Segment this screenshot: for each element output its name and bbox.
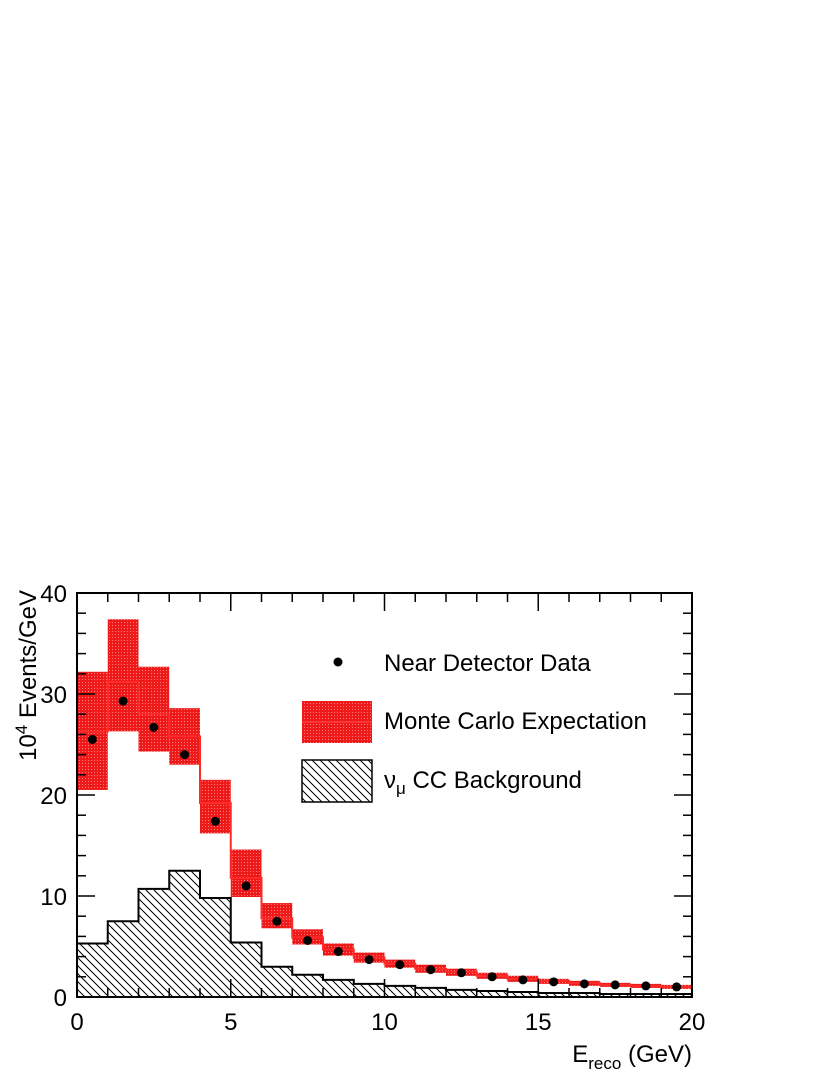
y-axis-label-rest: Events/GeV: [15, 590, 42, 725]
x-tick-label: 15: [525, 1009, 552, 1036]
mc-error-box: [138, 666, 170, 752]
x-tick-label: 20: [679, 1009, 706, 1036]
data-point: [610, 980, 620, 990]
axes: 0 5 10 15 20 0 10 20 30 40: [40, 581, 705, 1036]
data-point: [241, 881, 251, 891]
data-point: [395, 960, 405, 970]
x-axis-label-rest: (GeV): [621, 1041, 692, 1068]
data-point: [549, 977, 559, 987]
y-tick-label: 10: [40, 884, 67, 911]
data-point: [487, 972, 497, 982]
mc-error-box: [107, 619, 139, 732]
data-point: [118, 696, 128, 706]
legend-entry-data: Near Detector Data: [333, 650, 591, 677]
legend-background-swatch: [301, 759, 373, 803]
legend-background-rest: CC Background: [406, 767, 582, 794]
y-tick-label: 40: [40, 581, 67, 608]
x-axis-label-main: E: [572, 1041, 588, 1068]
data-point: [180, 750, 190, 760]
data-point: [518, 975, 528, 985]
legend-entry-mc: Monte Carlo Expectation: [302, 701, 647, 743]
y-axis-label: 104 Events/GeV: [12, 590, 42, 761]
legend-background-nu: ν: [384, 767, 396, 794]
data-point: [149, 722, 159, 732]
x-axis-label-sub: reco: [588, 1054, 621, 1073]
data-point: [456, 968, 466, 978]
data-point: [272, 916, 282, 926]
data-point: [333, 947, 343, 957]
y-tick-label: 0: [54, 985, 67, 1012]
data-point: [87, 734, 97, 744]
x-axis-label: Ereco (GeV): [572, 1041, 692, 1073]
y-tick-label: 30: [40, 682, 67, 709]
legend-mc-label: Monte Carlo Expectation: [384, 708, 647, 735]
legend-entry-background: νμ CC Background: [301, 759, 582, 803]
data-point: [672, 982, 682, 992]
y-tick-label: 20: [40, 783, 67, 810]
plot-area: [77, 619, 692, 997]
data-point: [364, 955, 374, 965]
legend-data-marker: [333, 657, 343, 667]
data-point: [579, 979, 589, 989]
data-point: [641, 981, 651, 991]
legend: Near Detector Data Monte Carlo Expectati…: [301, 650, 647, 803]
legend-background-mu: μ: [396, 779, 406, 798]
data-point: [210, 816, 220, 826]
legend-background-label: νμ CC Background: [384, 767, 582, 798]
data-point: [303, 935, 313, 945]
y-axis-label-pre: 10: [15, 734, 42, 761]
x-tick-label: 0: [70, 1009, 83, 1036]
legend-data-label: Near Detector Data: [384, 650, 591, 677]
x-tick-label: 5: [224, 1009, 237, 1036]
data-point: [426, 965, 436, 975]
y-axis-label-sup: 4: [12, 725, 31, 734]
x-tick-label: 10: [371, 1009, 398, 1036]
